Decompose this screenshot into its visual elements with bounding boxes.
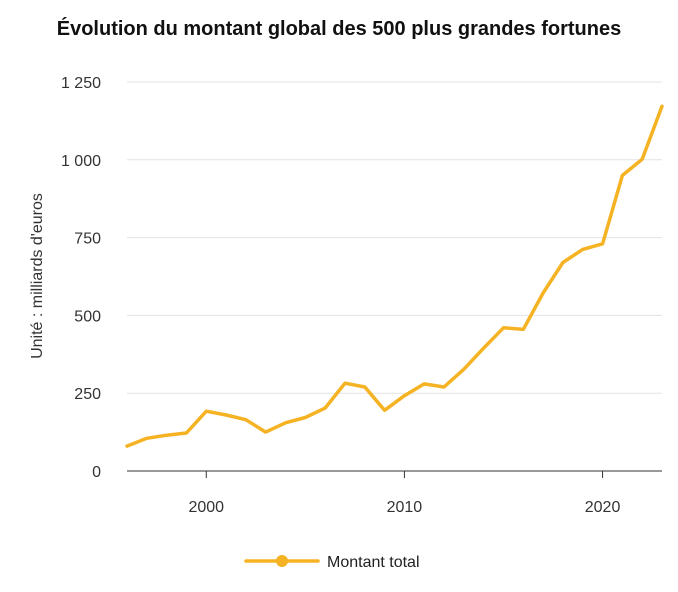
legend: Montant total xyxy=(244,554,420,571)
y-axis-label: Unité : milliards d'euros xyxy=(29,193,46,359)
y-tick-label: 500 xyxy=(74,308,101,325)
chart-title: Évolution du montant global des 500 plus… xyxy=(56,18,622,40)
axis-labels: 0 250 500 750 1 000 1 250 2000 2010 2020 Unité : … xyxy=(29,75,620,516)
x-tick-label: 2000 xyxy=(188,499,224,516)
series-line xyxy=(125,104,664,448)
legend-marker xyxy=(276,555,288,567)
y-tick-label: 0 xyxy=(92,464,101,481)
grid-lines xyxy=(127,81,662,394)
x-tick-label: 2020 xyxy=(585,499,621,516)
y-tick-label: 750 xyxy=(74,231,101,248)
x-tick-label: 2010 xyxy=(387,499,423,516)
series-layer xyxy=(125,104,664,448)
legend-label: Montant total xyxy=(327,554,420,571)
y-tick-label: 1 000 xyxy=(61,153,101,170)
y-tick-label: 250 xyxy=(74,386,101,403)
axes xyxy=(127,470,662,478)
y-tick-label: 1 250 xyxy=(61,75,101,92)
